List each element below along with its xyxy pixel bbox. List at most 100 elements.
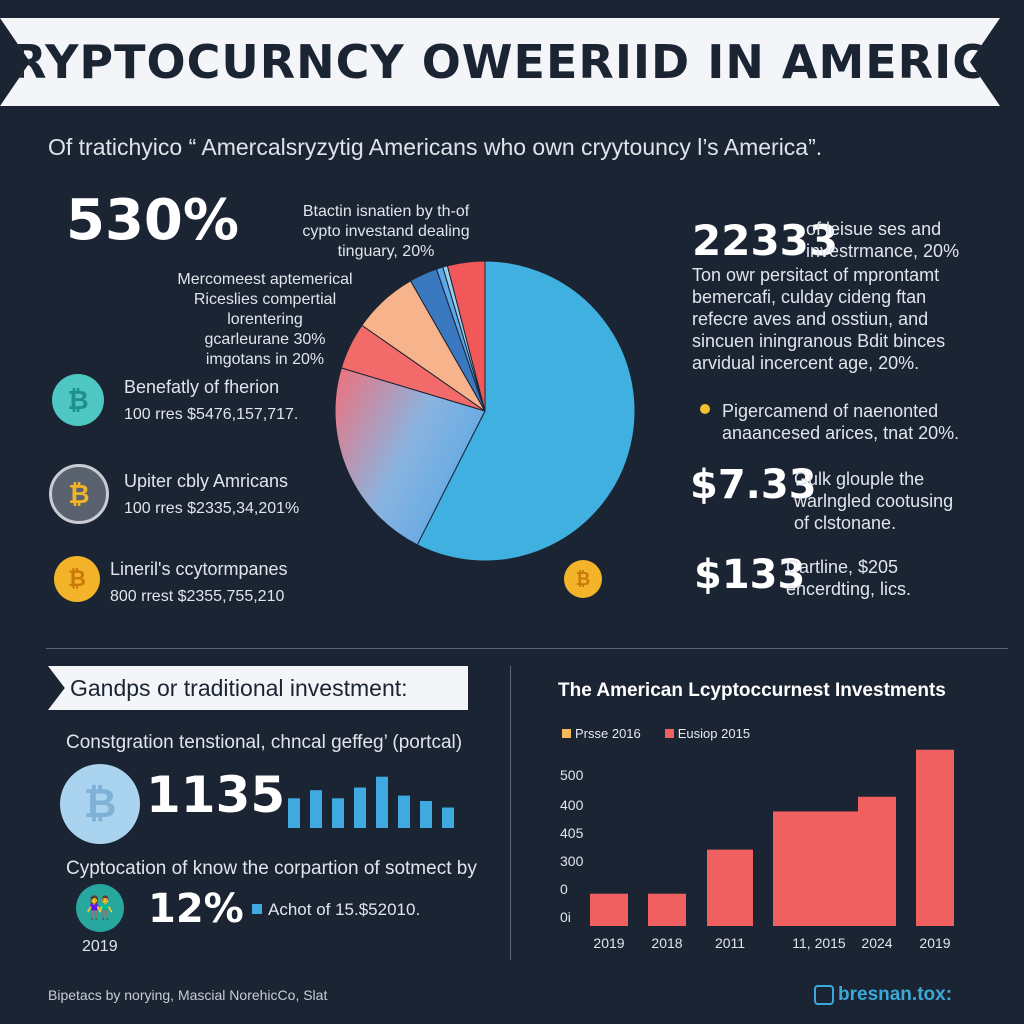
pie-callout-top: Btactin isnatien by th-of cypto investan… — [276, 202, 496, 262]
bar — [590, 893, 628, 926]
title-banner: CRYPTOCURNCY OWEERIID IN AMERICA — [0, 18, 1000, 106]
y-tick-label: 300 — [560, 853, 584, 869]
text-line: of clstonane. — [794, 513, 897, 533]
mini-bar — [420, 801, 432, 828]
text-line: anaancesed arices, tnat 20%. — [722, 423, 960, 443]
left-item-3: Lineril's ccytormpanes 800 rrest $2355,7… — [110, 558, 288, 608]
callout-line: tinguary, 20% — [337, 243, 435, 260]
text-line: Pigercamend of naenonted — [722, 401, 939, 421]
callout-line: lorentering — [227, 311, 303, 328]
item-value: 800 rrest $2355,755,210 — [110, 588, 285, 605]
pie-slice — [416, 260, 636, 562]
item-label: Upiter cbly Amricans — [124, 471, 289, 491]
mini-bar-chart — [288, 776, 454, 828]
right-bullet: Pigercamend of naenonted anaancesed aric… — [722, 400, 959, 444]
left-item-2: Upiter cbly Amricans 100 rres $2335,34,2… — [124, 470, 299, 520]
item-value: 100 rres $5476,157,717. — [124, 406, 299, 423]
column-divider — [510, 666, 511, 960]
callout-line: gcarleurane 30% — [204, 331, 326, 348]
bottom-stat-value: 1135 — [146, 766, 286, 824]
legend-item: Prsse 2016 — [562, 726, 641, 741]
brand-logo-icon — [814, 985, 834, 1005]
text-line: of leisue ses and — [806, 219, 942, 239]
text-line: warlngled cootusing — [794, 491, 954, 511]
people-icon: 👫 — [76, 884, 124, 932]
bottom-year: 2019 — [82, 938, 118, 955]
text-line: refecre aves and osstiun, and — [692, 309, 929, 329]
footer-source: Bipetacs by norying, Mascial NorehicCo, … — [48, 987, 328, 1003]
text-line: sincuen iningranous Bdit binces — [692, 331, 946, 351]
right-stat2-text: Gulk glouple the warlngled cootusing of … — [794, 468, 953, 534]
bar — [773, 811, 865, 926]
bar-chart: 500 400 405 300 0 0i 2019 2018 2011 11, 2015 2024… — [560, 749, 954, 951]
callout-line: imgotans in 20% — [205, 351, 325, 368]
legend-label: Eusiop 2015 — [677, 726, 751, 741]
mini-bar — [310, 790, 322, 828]
bitcoin-icon: ₿ — [564, 560, 602, 598]
x-tick-label: 2024 — [861, 935, 892, 951]
callout-line: Riceslies compertial — [193, 291, 337, 308]
x-tick-label: 2019 — [919, 935, 950, 951]
page-title: CRYPTOCURNCY OWEERIID IN AMERICA — [0, 35, 1024, 89]
text-line: bemercafi, culday cideng ftan — [692, 287, 927, 307]
section-tag-label: Gandps or traditional investment: — [70, 674, 408, 701]
right-stat3-text: Cartline, $205 encerdting, lics. — [786, 556, 911, 600]
mini-bar — [442, 807, 454, 828]
bitcoin-icon: ₿ — [49, 464, 109, 524]
footer-brand: bresnan.tox: — [814, 984, 952, 1006]
bottom-line1: Constgration tenstional, chncal geffeg’ … — [66, 732, 463, 753]
bitcoin-icon: ₿ — [54, 556, 100, 602]
brand-label: bresnan.tox: — [838, 984, 953, 1005]
bottom-stat2-value: 12% — [148, 886, 244, 932]
left-item-1: Benefatly of fherion 100 rres $5476,157,… — [124, 376, 298, 426]
text-line: arvidual incercent age, 20%. — [692, 353, 920, 373]
bottom-line2: Cyptocation of know the corpartion of so… — [66, 858, 477, 879]
mini-bar — [332, 798, 344, 828]
text-line: Ton owr persitact of mprontamt — [692, 265, 940, 285]
section-tag: Gandps or traditional investment: — [48, 666, 468, 710]
right-stat1-value: 22333 — [692, 216, 839, 265]
legend-swatch — [664, 729, 674, 738]
bar — [648, 893, 686, 926]
subtitle: Of tratichyico “ Amercalsryzytig America… — [48, 134, 823, 160]
bar-chart-legend: Prsse 2016 Eusiop 2015 — [562, 726, 750, 741]
left-stat-value: 530% — [66, 188, 240, 253]
legend-swatch — [562, 729, 571, 738]
right-paragraph: Ton owr persitact of mprontamt bemercafi… — [692, 264, 945, 374]
y-tick-label: 0i — [560, 909, 571, 925]
x-tick-label: 11, 2015 — [792, 935, 846, 951]
pie-slice — [446, 260, 486, 412]
bar-chart-title: The American Lcyptoccurnest Investments — [558, 680, 946, 701]
right-stat1-text: of leisue ses and investrmance, 20% — [806, 218, 959, 262]
right-stat2-value: $7.33 — [690, 462, 817, 508]
pie-slice — [334, 367, 486, 546]
coin-emblem-icon: ₿ — [60, 764, 140, 844]
y-tick-label: 500 — [560, 767, 584, 783]
callout-line: Mercomeest aptemerical — [177, 271, 353, 288]
mini-bar — [398, 795, 410, 828]
item-label: Benefatly of fherion — [124, 377, 280, 397]
bar — [858, 796, 896, 926]
mini-bar — [354, 787, 366, 828]
x-tick-label: 2018 — [651, 935, 682, 951]
pie-callout-mid: Mercomeest aptemerical Riceslies compert… — [160, 270, 370, 370]
y-tick-label: 400 — [560, 797, 584, 813]
x-tick-label: 2011 — [715, 935, 745, 951]
legend-swatch — [252, 904, 262, 914]
y-tick-label: 405 — [560, 825, 584, 841]
mini-bar — [288, 798, 300, 828]
bullet-dot — [700, 404, 710, 414]
text-line: Cartline, $205 — [786, 557, 899, 577]
text-line: encerdting, lics. — [786, 579, 912, 599]
section-divider — [46, 648, 1008, 649]
text-line: Gulk glouple the — [794, 469, 925, 489]
item-value: 100 rres $2335,34,201% — [124, 500, 300, 517]
x-tick-label: 2019 — [593, 935, 624, 951]
callout-line: cypto investand dealing — [302, 223, 470, 240]
callout-line: Btactin isnatien by th-of — [302, 203, 470, 220]
text-line: investrmance, 20% — [806, 241, 960, 261]
pie-chart — [334, 260, 636, 562]
right-stat3-value: $133 — [694, 552, 806, 598]
mini-bar — [376, 776, 388, 828]
item-label: Lineril's ccytormpanes — [110, 559, 288, 579]
